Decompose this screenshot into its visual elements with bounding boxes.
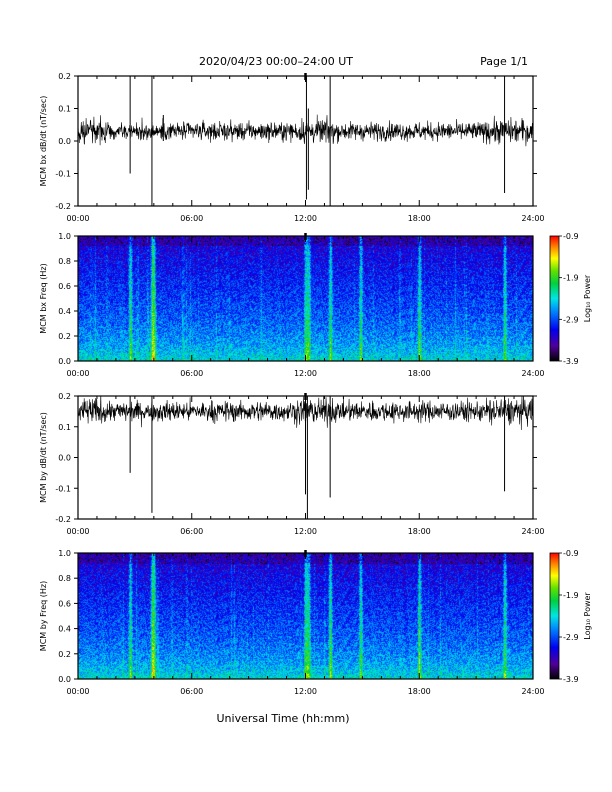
y-tick-label-2: 0.2 [58, 332, 71, 341]
y-tick-label-5: 0.8 [58, 574, 71, 583]
y-tick-label-3: 0.4 [58, 625, 71, 634]
colorbar-tick-label-3: -2.9 [563, 633, 579, 642]
y-tick-label-3: 0.4 [58, 307, 71, 316]
colorbar-label: Log₁₀ Power [583, 592, 592, 640]
colorbar-tick-label-2: -1.9 [563, 274, 579, 283]
y-tick-label-6: 1.0 [58, 549, 71, 558]
y-axis-label: MCM bx dB/dt (nT/sec) [39, 96, 48, 187]
colorbar [549, 235, 560, 362]
trace-group [78, 396, 533, 519]
y-tick-label-2: 0.2 [58, 650, 71, 659]
y-axis-label: MCM by dB/dt (nT/sec) [39, 412, 48, 503]
y-tick-label-2: -0.1 [55, 484, 71, 493]
colorbar-tick-label-3: -2.9 [563, 315, 579, 324]
y-tick-label-3: 0.0 [58, 454, 71, 463]
trace-group [78, 76, 533, 206]
y-tick-label-4: 0.6 [58, 282, 71, 291]
y-tick-label-3: 0.0 [58, 137, 71, 146]
x-tick-label-4: 18:00 [408, 369, 431, 378]
y-axis-label: MCM by Freq (Hz) [39, 581, 48, 651]
x-tick-label-1: 00:00 [66, 214, 89, 223]
plot-frame [77, 75, 534, 207]
x-tick-label-5: 24:00 [521, 369, 544, 378]
panel-2: 0.0 0.2 0.4 0.6 0.8 1.0 -0.9 -1.9 -2.9 -3.9 Log₁₀ … [39, 232, 592, 378]
y-tick-label-4: 0.6 [58, 599, 71, 608]
colorbar [549, 552, 560, 680]
panel-4: 0.0 0.2 0.4 0.6 0.8 1.0 -0.9 -1.9 -2.9 -3.9 Log₁₀ … [39, 549, 592, 696]
y-tick-label-4: 0.1 [58, 423, 71, 432]
x-tick-label-4: 18:00 [408, 527, 431, 536]
x-tick-label-2: 06:00 [180, 214, 203, 223]
y-tick-label-1: 0.0 [58, 675, 71, 684]
x-tick-label-5: 24:00 [521, 214, 544, 223]
x-tick-label-4: 18:00 [408, 214, 431, 223]
y-tick-label-6: 1.0 [58, 232, 71, 241]
y-tick-label-1: -0.2 [55, 515, 71, 524]
x-tick-label-1: 00:00 [66, 527, 89, 536]
y-tick-label-5: 0.2 [58, 72, 71, 81]
y-tick-label-5: 0.2 [58, 392, 71, 401]
x-tick-label-1: 00:00 [66, 687, 89, 696]
x-tick-label-1: 00:00 [66, 369, 89, 378]
x-tick-label-4: 18:00 [408, 687, 431, 696]
colorbar-tick-label-4: -3.9 [563, 357, 579, 366]
y-tick-label-1: -0.2 [55, 202, 71, 211]
x-tick-label-5: 24:00 [521, 527, 544, 536]
x-tick-label-3: 12:00 [294, 687, 317, 696]
x-tick-label-3: 12:00 [294, 527, 317, 536]
x-tick-label-3: 12:00 [294, 214, 317, 223]
x-tick-label-2: 06:00 [180, 369, 203, 378]
page-number: Page 1/1 [480, 55, 528, 68]
colorbar-tick-label-1: -0.9 [563, 549, 579, 558]
x-tick-label-5: 24:00 [521, 687, 544, 696]
x-tick-label-2: 06:00 [180, 687, 203, 696]
series-trace [78, 114, 533, 147]
colorbar-tick-label-2: -1.9 [563, 591, 579, 600]
y-axis-label: MCM bx Freq (Hz) [39, 263, 48, 333]
x-tick-label-3: 12:00 [294, 369, 317, 378]
y-tick-label-1: 0.0 [58, 357, 71, 366]
spectrogram-image [78, 236, 533, 361]
y-tick-label-5: 0.8 [58, 257, 71, 266]
colorbar-label: Log₁₀ Power [583, 274, 592, 322]
page-title: 2020/04/23 00:00–24:00 UT [199, 55, 353, 68]
colorbar-tick-label-1: -0.9 [563, 232, 579, 241]
panel-1: -0.2 -0.1 0.0 0.1 0.2 00:00 06:00 12:00 18:00 24:… [39, 72, 545, 223]
panel-3: -0.2 -0.1 0.0 0.1 0.2 00:00 06:00 12:00 18:00 24:… [39, 392, 545, 536]
spectrogram-image [78, 553, 533, 679]
y-tick-label-4: 0.1 [58, 105, 71, 114]
colorbar-tick-label-4: -3.9 [563, 675, 579, 684]
y-tick-label-2: -0.1 [55, 170, 71, 179]
x-axis-title: Universal Time (hh:mm) [217, 712, 350, 725]
x-tick-label-2: 06:00 [180, 527, 203, 536]
